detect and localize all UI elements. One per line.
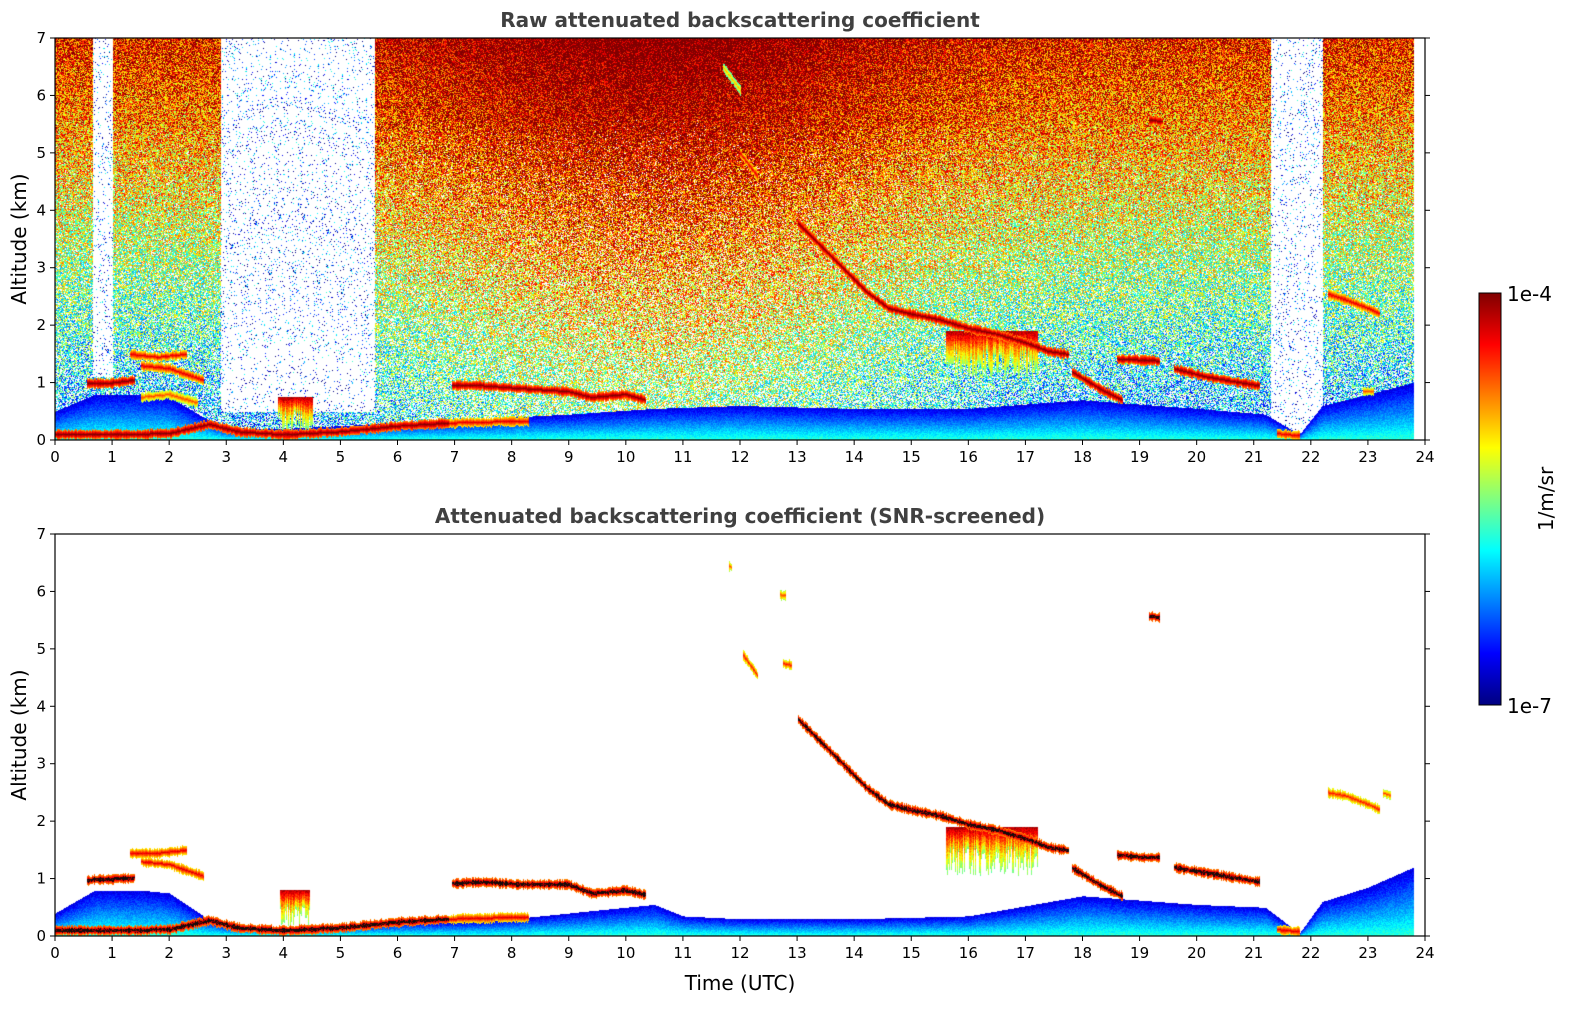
x-tick-label: 17 bbox=[1016, 448, 1035, 466]
x-tick-label: 22 bbox=[1301, 448, 1320, 466]
x-tick-label: 18 bbox=[1073, 944, 1092, 962]
colorbar-unit-label: 1/m/sr bbox=[1534, 466, 1558, 531]
x-tick-label: 21 bbox=[1244, 944, 1263, 962]
bottom-x-ticks: 0 1 2 3 4 5 6 7 8 9 10 11 12 13 14 15 16 17 18 19 20 21 22 23 24 bbox=[50, 936, 1435, 962]
y-tick-label: 4 bbox=[36, 201, 46, 219]
x-tick-label: 13 bbox=[788, 944, 807, 962]
y-tick-label: 2 bbox=[36, 812, 46, 830]
x-tick-label: 10 bbox=[616, 944, 635, 962]
y-tick-label: 7 bbox=[36, 525, 46, 543]
y-tick-label: 5 bbox=[36, 640, 46, 658]
bottom-y-ticks: 0 1 2 3 4 5 6 7 bbox=[36, 525, 1430, 945]
top-heatmap-image bbox=[55, 38, 1425, 440]
x-tick-label: 15 bbox=[902, 448, 921, 466]
x-tick-label: 0 bbox=[50, 944, 60, 962]
x-tick-label: 18 bbox=[1073, 448, 1092, 466]
x-tick-label: 9 bbox=[564, 944, 574, 962]
x-tick-label: 3 bbox=[221, 944, 231, 962]
x-tick-label: 2 bbox=[164, 944, 174, 962]
bottom-heatmap-image bbox=[55, 534, 1425, 936]
x-tick-label: 16 bbox=[959, 944, 978, 962]
colorbar-frame bbox=[1478, 292, 1502, 706]
bottom-chart-title: Attenuated backscattering coefficient (S… bbox=[435, 504, 1045, 528]
x-tick-label: 7 bbox=[450, 448, 460, 466]
x-tick-label: 14 bbox=[845, 944, 864, 962]
colorbar: 1e-4 1e-7 1/m/sr bbox=[1478, 282, 1558, 718]
y-tick-label: 3 bbox=[36, 259, 46, 277]
top-panel: Raw attenuated backscattering coefficien… bbox=[7, 8, 1435, 466]
x-tick-label: 16 bbox=[959, 448, 978, 466]
x-tick-label: 19 bbox=[1130, 448, 1149, 466]
y-tick-label: 0 bbox=[36, 927, 46, 945]
top-x-ticks: 0 1 2 3 4 5 6 7 8 9 10 11 12 13 14 15 16 17 18 19 20 21 22 23 24 bbox=[50, 440, 1435, 466]
x-tick-label: 22 bbox=[1301, 944, 1320, 962]
x-tick-label: 1 bbox=[107, 944, 117, 962]
x-tick-label: 23 bbox=[1358, 448, 1377, 466]
top-chart-title: Raw attenuated backscattering coefficien… bbox=[500, 8, 980, 32]
x-tick-label: 5 bbox=[336, 944, 346, 962]
x-tick-label: 6 bbox=[393, 448, 403, 466]
y-tick-label: 7 bbox=[36, 29, 46, 47]
x-tick-label: 21 bbox=[1244, 448, 1263, 466]
y-tick-label: 6 bbox=[36, 582, 46, 600]
x-tick-label: 5 bbox=[336, 448, 346, 466]
x-tick-label: 24 bbox=[1415, 944, 1434, 962]
bottom-y-axis-label: Altitude (km) bbox=[7, 669, 31, 800]
colorbar-max-label: 1e-4 bbox=[1507, 282, 1552, 306]
top-y-axis-label: Altitude (km) bbox=[7, 173, 31, 304]
y-tick-label: 1 bbox=[36, 374, 46, 392]
colorbar-bar bbox=[1479, 293, 1501, 705]
x-tick-label: 9 bbox=[564, 448, 574, 466]
x-tick-label: 20 bbox=[1187, 944, 1206, 962]
x-tick-label: 24 bbox=[1415, 448, 1434, 466]
x-tick-label: 23 bbox=[1358, 944, 1377, 962]
y-tick-label: 3 bbox=[36, 755, 46, 773]
x-tick-label: 3 bbox=[221, 448, 231, 466]
y-tick-label: 6 bbox=[36, 86, 46, 104]
x-tick-label: 2 bbox=[164, 448, 174, 466]
x-tick-label: 14 bbox=[845, 448, 864, 466]
x-tick-label: 13 bbox=[788, 448, 807, 466]
x-tick-label: 11 bbox=[673, 944, 692, 962]
x-tick-label: 6 bbox=[393, 944, 403, 962]
x-tick-label: 17 bbox=[1016, 944, 1035, 962]
y-tick-label: 2 bbox=[36, 316, 46, 334]
x-tick-label: 12 bbox=[730, 944, 749, 962]
colorbar-min-label: 1e-7 bbox=[1507, 694, 1552, 718]
top-y-ticks: 0 1 2 3 4 5 6 7 bbox=[36, 29, 1430, 449]
x-tick-label: 8 bbox=[507, 448, 517, 466]
x-tick-label: 12 bbox=[730, 448, 749, 466]
x-tick-label: 19 bbox=[1130, 944, 1149, 962]
y-tick-label: 4 bbox=[36, 697, 46, 715]
y-tick-label: 0 bbox=[36, 431, 46, 449]
x-tick-label: 0 bbox=[50, 448, 60, 466]
x-tick-label: 7 bbox=[450, 944, 460, 962]
y-tick-label: 1 bbox=[36, 870, 46, 888]
x-tick-label: 4 bbox=[279, 448, 289, 466]
x-tick-label: 15 bbox=[902, 944, 921, 962]
x-axis-label: Time (UTC) bbox=[684, 971, 796, 995]
x-tick-label: 1 bbox=[107, 448, 117, 466]
bottom-panel: Attenuated backscattering coefficient (S… bbox=[7, 504, 1435, 995]
x-tick-label: 4 bbox=[279, 944, 289, 962]
x-tick-label: 10 bbox=[616, 448, 635, 466]
y-tick-label: 5 bbox=[36, 144, 46, 162]
x-tick-label: 11 bbox=[673, 448, 692, 466]
x-tick-label: 8 bbox=[507, 944, 517, 962]
x-tick-label: 20 bbox=[1187, 448, 1206, 466]
